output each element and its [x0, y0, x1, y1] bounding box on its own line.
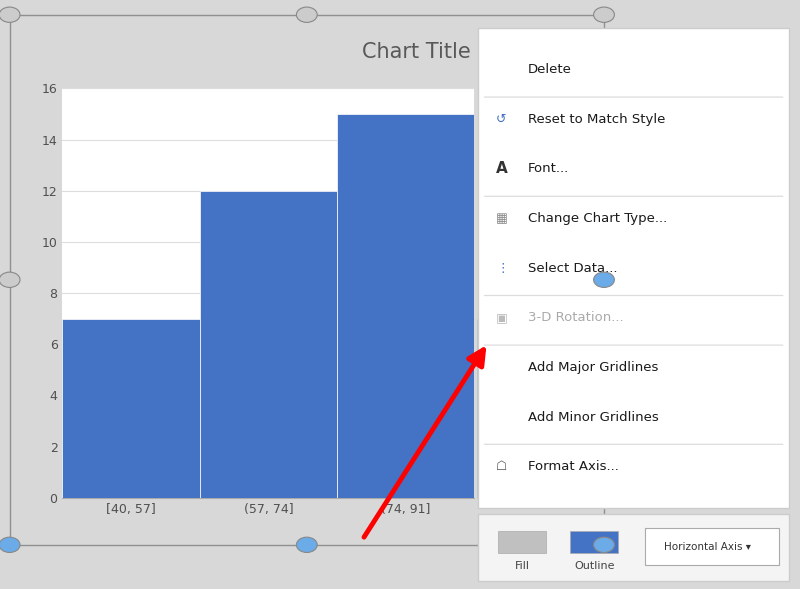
Text: ▦: ▦: [496, 212, 508, 225]
Text: ▣: ▣: [496, 312, 508, 325]
Text: A: A: [496, 161, 508, 177]
Text: Delete: Delete: [528, 63, 572, 77]
Text: ☖: ☖: [496, 460, 507, 473]
Text: Fill: Fill: [515, 561, 530, 571]
Text: 3-D Rotation...: 3-D Rotation...: [528, 312, 624, 325]
Text: Add Major Gridlines: Add Major Gridlines: [528, 361, 658, 374]
Text: Outline: Outline: [574, 561, 614, 571]
Bar: [337, 114, 474, 498]
Text: ⋮: ⋮: [496, 262, 509, 274]
Text: Horizontal Axis ▾: Horizontal Axis ▾: [664, 542, 750, 551]
Text: Format Axis...: Format Axis...: [528, 460, 619, 473]
Text: Font...: Font...: [528, 163, 570, 176]
Text: Reset to Match Style: Reset to Match Style: [528, 113, 666, 126]
Text: Select Data...: Select Data...: [528, 262, 618, 274]
Text: ↺: ↺: [496, 113, 506, 126]
Bar: [62, 319, 200, 498]
Text: Change Chart Type...: Change Chart Type...: [528, 212, 667, 225]
Bar: [200, 191, 337, 498]
Text: Chart Title: Chart Title: [362, 42, 470, 62]
Text: Add Minor Gridlines: Add Minor Gridlines: [528, 411, 658, 423]
